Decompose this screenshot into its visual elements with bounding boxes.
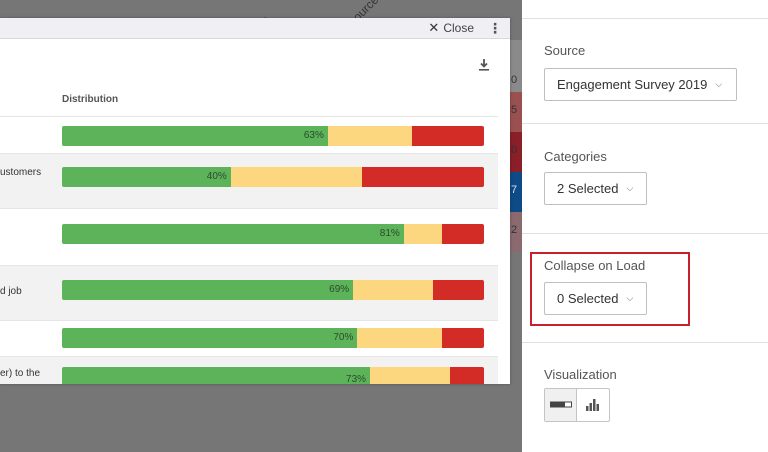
negative-segment (433, 280, 484, 300)
chevron-down-icon: ⌵ (715, 79, 723, 89)
source-dropdown[interactable]: Engagement Survey 2019 ⌵ (544, 68, 737, 101)
negative-segment (361, 167, 484, 187)
column-chart-icon (586, 399, 599, 411)
negative-segment (441, 328, 484, 348)
collapse-on-load-highlight (530, 252, 690, 326)
row-label: ustomers (0, 167, 42, 178)
source-section: Source Engagement Survey 2019 ⌵ (522, 18, 768, 123)
background-cell: 2 (510, 212, 522, 252)
bar-icon (549, 401, 572, 408)
percent-label: 40% (206, 171, 227, 182)
bar-visualization-button[interactable] (545, 389, 577, 421)
chevron-down-icon: ⌵ (626, 183, 634, 193)
categories-label: Categories (544, 149, 607, 164)
table-row: ustomers 40% (0, 153, 498, 208)
categories-section: Categories 2 Selected ⌵ (522, 123, 768, 233)
distribution-bar[interactable]: 81% (62, 224, 484, 244)
neutral-segment (353, 280, 434, 300)
collapse-on-load-section: Collapse on Load 0 Selected ⌵ (522, 233, 768, 342)
close-label: Close (443, 21, 474, 35)
more-options-icon[interactable]: ⋮ (488, 20, 502, 36)
settings-sidebar: Source Engagement Survey 2019 ⌵ Categori… (522, 0, 768, 452)
neutral-segment (403, 224, 442, 244)
percent-label: 81% (379, 228, 400, 239)
positive-segment: 40% (62, 167, 231, 187)
negative-segment (450, 367, 484, 384)
distribution-bar[interactable]: 40% (62, 167, 484, 187)
positive-segment: 63% (62, 126, 328, 146)
background-cell: 0 (510, 70, 522, 92)
neutral-segment (327, 126, 413, 146)
percent-label: 73% (346, 374, 367, 384)
download-icon[interactable] (478, 58, 490, 72)
visualization-toggle (544, 388, 610, 422)
visualization-section: Visualization (522, 342, 768, 452)
positive-segment: 81% (62, 224, 404, 244)
background-cell: 0 (510, 132, 522, 172)
collapse-on-load-label: Collapse on Load (544, 258, 646, 273)
distribution-bar[interactable]: 69% (62, 280, 484, 300)
row-label: d job (0, 286, 22, 297)
distribution-bar[interactable]: 63% (62, 126, 484, 146)
distribution-bar[interactable]: 73% (62, 367, 484, 384)
chevron-down-icon: ⌵ (626, 293, 634, 303)
neutral-segment (357, 328, 442, 348)
background-cell: 7 (510, 172, 522, 212)
row-label: er) to the (0, 368, 41, 379)
background-cell: 5 (510, 92, 522, 132)
collapse-on-load-value: 0 Selected (557, 291, 619, 306)
distribution-rows: 63% ustomers 40% 81% d job 69% (0, 116, 498, 384)
table-row: d job 69% (0, 265, 498, 320)
close-button[interactable]: ✕ Close (428, 20, 474, 36)
percent-label: 63% (303, 130, 324, 141)
positive-segment: 73% (62, 367, 371, 384)
source-value: Engagement Survey 2019 (557, 77, 708, 92)
neutral-segment (230, 167, 362, 187)
background-cell: Su (510, 40, 524, 82)
collapse-on-load-dropdown[interactable]: 0 Selected ⌵ (544, 282, 647, 315)
column-visualization-button[interactable] (577, 389, 609, 421)
negative-segment (441, 224, 484, 244)
table-row: 81% (0, 208, 498, 265)
modal-header: ✕ Close ⋮ (0, 18, 510, 39)
categories-dropdown[interactable]: 2 Selected ⌵ (544, 172, 647, 205)
visualization-label: Visualization (544, 367, 617, 382)
negative-segment (412, 126, 484, 146)
distribution-bar[interactable]: 70% (62, 328, 484, 348)
table-row: 70% (0, 320, 498, 356)
positive-segment: 70% (62, 328, 358, 348)
categories-value: 2 Selected (557, 181, 619, 196)
percent-label: 69% (329, 284, 350, 295)
neutral-segment (370, 367, 451, 384)
table-row: 63% (0, 116, 498, 153)
distribution-column-header: Distribution (62, 94, 119, 105)
table-row: er) to the 73% (0, 356, 498, 384)
percent-label: 70% (333, 332, 354, 343)
positive-segment: 69% (62, 280, 354, 300)
source-label: Source (544, 43, 586, 58)
close-icon: ✕ (428, 20, 440, 35)
distribution-modal: ✕ Close ⋮ Distribution 63% ustomers 40% (0, 18, 510, 384)
